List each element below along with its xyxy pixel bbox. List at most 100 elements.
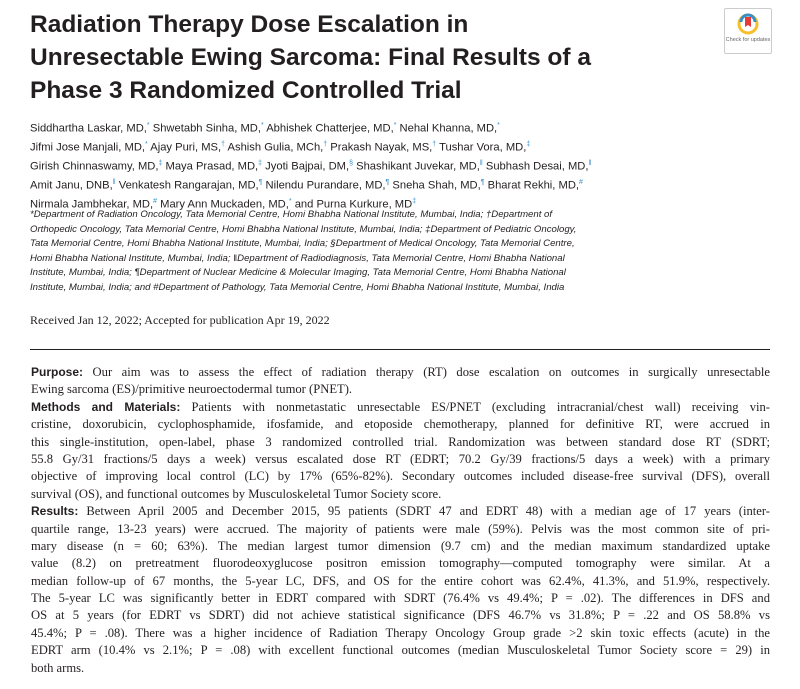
author-name: Sneha Shah, MD,: [392, 179, 481, 192]
author-name: Tushar Vora, MD,: [439, 141, 527, 154]
author-name: Ashish Gulia, MCh,: [227, 141, 324, 154]
author-name: Mary Ann Muckaden, MD,: [160, 198, 289, 211]
title-line: Radiation Therapy Dose Escalation in: [30, 11, 469, 38]
divider: [30, 349, 770, 351]
check-for-updates-icon: [737, 13, 759, 35]
author-name: Shashikant Juvekar, MD,: [356, 160, 480, 173]
abstract-text: The 5-year LC was significantly better i…: [31, 591, 770, 606]
abstract-text: quartile range, 13-23 years) were accrue…: [31, 521, 770, 536]
affiliation-line: *Department of Radiation Oncology, Tata …: [30, 209, 553, 220]
abstract-text: objective of improving local control (LC…: [31, 469, 770, 484]
abstract-text: value (8.2) on pretreatment fluorodeoxyg…: [31, 556, 770, 571]
author-name: Jyoti Bajpai, DM,: [265, 160, 350, 173]
abstract-line: Results: Between April 2005 and December…: [31, 503, 770, 520]
affiliation-mark: *: [260, 122, 264, 129]
affiliation-mark: †: [432, 140, 437, 148]
affiliation-line: Institute, Mumbai, India; and #Departmen…: [30, 281, 565, 293]
author-name: Subhash Desai, MD,: [485, 160, 589, 173]
author-name: Nirmala Jambhekar, MD,: [30, 198, 154, 211]
abstract-text: median follow-up of 67 months, the 5-yea…: [31, 573, 770, 588]
abstract-text: this single-institution, open-label, pha…: [31, 434, 770, 449]
section-label: Purpose:: [31, 365, 84, 379]
abstract-text: cristine, doxorubicin, cyclophosphamide,…: [31, 417, 770, 432]
affiliation-mark: *: [497, 122, 500, 129]
author-line: Girish Chinnaswamy, MD,‡ Maya Prasad, MD…: [30, 156, 591, 175]
abstract-line: Ewing sarcoma (ES)/primitive neuroectode…: [31, 381, 770, 398]
affiliation-mark: ‡: [526, 140, 531, 148]
author-name: Ajay Puri, MS,: [150, 141, 222, 154]
author-name: Girish Chinnaswamy, MD,: [30, 160, 159, 173]
author-list: Siddhartha Laskar, MD,* Shwetabh Sinha, …: [30, 118, 591, 213]
affiliation-mark: ¶: [480, 178, 485, 186]
badge-text: Check for updates: [725, 37, 771, 43]
abstract-text: 45.4%; P = .08). There was a higher inci…: [31, 625, 770, 640]
abstract-line: median follow-up of 67 months, the 5-yea…: [31, 573, 770, 590]
affiliation-mark: ‡: [412, 197, 417, 205]
author-name: Abhishek Chatterjee, MD,: [266, 122, 394, 135]
abstract-text: 55.8 Gy/31 fractions/5 days a week) vers…: [31, 451, 770, 466]
check-for-updates-badge[interactable]: Check for updates: [724, 8, 772, 54]
affiliation-mark: §: [349, 159, 353, 167]
affiliation-line: Tata Memorial Centre, Homi Bhabha Nation…: [30, 238, 575, 250]
affiliation-mark: *: [393, 122, 397, 129]
abstract-text: Our aim was to assess the effect of radi…: [92, 365, 770, 379]
abstract-line: value (8.2) on pretreatment fluorodeoxyg…: [31, 555, 770, 572]
abstract-line: cristine, doxorubicin, cyclophosphamide,…: [31, 416, 770, 433]
abstract-line: Methods and Materials: Patients with non…: [31, 399, 770, 416]
abstract-text: Between April 2005 and December 2015, 95…: [86, 504, 770, 519]
abstract-line: Purpose: Our aim was to assess the effec…: [31, 364, 770, 381]
affiliation-mark: ¶: [258, 178, 263, 186]
abstract: Purpose: Our aim was to assess the effec…: [31, 364, 770, 677]
author-name: Shwetabh Sinha, MD,: [152, 122, 261, 135]
author-name: Amit Janu, DNB,: [30, 179, 113, 192]
title-line: Phase 3 Randomized Controlled Trial: [30, 77, 462, 104]
abstract-line: 55.8 Gy/31 fractions/5 days a week) vers…: [31, 451, 770, 468]
abstract-line: mary disease (n = 60; 63%). The median l…: [31, 538, 770, 555]
affiliation-mark: *: [145, 140, 148, 148]
abstract-line: The 5-year LC was significantly better i…: [31, 590, 770, 607]
author-name: Prakash Nayak, MS,: [330, 141, 433, 154]
author-name: Nilendu Purandare, MD,: [265, 179, 386, 192]
affiliation-mark: ‖: [588, 159, 592, 167]
abstract-line: this single-institution, open-label, pha…: [31, 434, 770, 451]
affiliation-line: Institute, Mumbai, India; ¶Department of…: [30, 267, 566, 279]
author-line: Amit Janu, DNB,‖ Venkatesh Rangarajan, M…: [30, 175, 591, 194]
abstract-text: EDRT arm (10.4% vs 2.1%; P = .08) with e…: [31, 643, 770, 658]
affiliations: *Department of Radiation Oncology, Tata …: [30, 208, 640, 296]
abstract-text: Ewing sarcoma (ES)/primitive neuroectode…: [31, 382, 353, 397]
title-line: Unresectable Ewing Sarcoma: Final Result…: [30, 44, 591, 71]
abstract-line: OS at 5 years (for EDRT vs SDRT) did not…: [31, 607, 770, 624]
author-name: Siddhartha Laskar, MD,: [30, 122, 147, 135]
abstract-line: EDRT arm (10.4% vs 2.1%; P = .08) with e…: [31, 642, 770, 659]
affiliation-mark: *: [288, 197, 292, 205]
affiliation-mark: ¶: [385, 178, 390, 186]
section-label: Methods and Materials:: [31, 399, 181, 414]
author-name: Jifmi Jose Manjali, MD,: [30, 141, 146, 154]
affiliation-line: Orthopedic Oncology, Tata Memorial Centr…: [30, 223, 577, 235]
author-name: Maya Prasad, MD,: [165, 160, 259, 173]
author-line: Jifmi Jose Manjali, MD,* Ajay Puri, MS,†…: [30, 137, 591, 156]
affiliation-mark: †: [323, 140, 328, 148]
affiliation-mark: ‡: [258, 159, 263, 167]
author-name: Nehal Khanna, MD,: [399, 122, 498, 135]
section-label: Results:: [31, 504, 79, 519]
abstract-text: Patients with nonmetastatic unresectable…: [191, 399, 771, 414]
author-name: Venkatesh Rangarajan, MD,: [118, 179, 259, 192]
received-date: Received Jan 12, 2022; Accepted for publ…: [30, 313, 330, 327]
abstract-text: survival (OS), and functional outcomes b…: [31, 486, 442, 501]
affiliation-mark: #: [153, 197, 158, 205]
abstract-text: both arms.: [31, 660, 85, 675]
affiliation-mark: †: [221, 140, 226, 148]
affiliation-mark: #: [579, 178, 583, 186]
affiliation-mark: *: [146, 122, 150, 129]
affiliation-mark: ‡: [158, 159, 163, 167]
affiliation-mark: ‖: [112, 178, 116, 186]
article-title: Radiation Therapy Dose Escalation in Unre…: [30, 8, 591, 107]
abstract-line: both arms.: [31, 660, 770, 677]
abstract-text: OS at 5 years (for EDRT vs SDRT) did not…: [31, 608, 770, 623]
abstract-line: quartile range, 13-23 years) were accrue…: [31, 521, 770, 538]
affiliation-mark: ‖: [479, 159, 483, 167]
author-name: Bharat Rekhi, MD,: [487, 179, 580, 192]
author-line: Siddhartha Laskar, MD,* Shwetabh Sinha, …: [30, 118, 591, 137]
abstract-line: 45.4%; P = .08). There was a higher inci…: [31, 625, 770, 642]
